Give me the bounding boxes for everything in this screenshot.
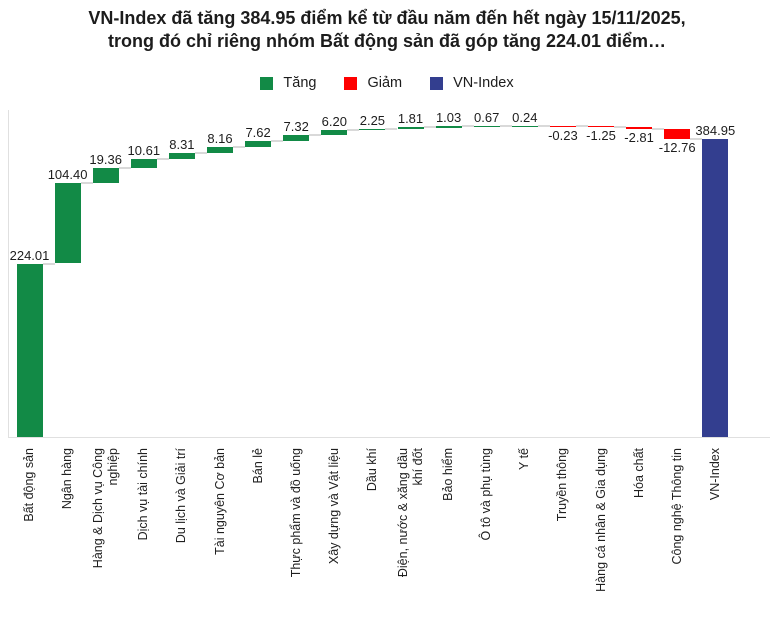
- x-axis-label: Ngân hàng: [60, 448, 75, 510]
- connector-line: [423, 126, 436, 129]
- legend-label: Giảm: [367, 75, 403, 91]
- waterfall-bar-Ngân hàng: [54, 182, 81, 264]
- waterfall-bar-Ô tô và phụ tùng: [473, 125, 500, 128]
- green-square-swatch: [260, 76, 274, 90]
- connector-line: [652, 127, 665, 130]
- connector-line: [42, 262, 55, 265]
- navy-square-swatch: [430, 76, 444, 90]
- waterfall-bar-Dịch vụ tài chính: [130, 159, 157, 168]
- x-axis-label: Du lịch và Giải trí: [174, 448, 189, 544]
- connector-line: [614, 125, 627, 128]
- x-axis-label: Bảo hiểm: [441, 448, 456, 501]
- connector-line: [537, 124, 550, 127]
- waterfall-bar-Xây dựng và Vật liệu: [321, 130, 348, 136]
- legend-label: Tăng: [283, 75, 317, 91]
- bar-value-label: 10.61: [127, 143, 161, 159]
- chart-title: VN-Index đã tăng 384.95 điểm kể từ đầu n…: [0, 7, 774, 53]
- bar-value-label: 384.95: [695, 122, 736, 138]
- x-axis-line: [8, 437, 770, 438]
- connector-line: [233, 145, 246, 148]
- waterfall-bar-Du lịch và Giải trí: [168, 152, 195, 160]
- x-axis-label: Dịch vụ tài chính: [136, 448, 151, 541]
- connector-line: [194, 151, 207, 154]
- legend-item-1: Giảm: [344, 75, 402, 91]
- x-axis-label: Tài nguyên Cơ bản: [212, 448, 227, 555]
- x-axis-label: Điện, nước & xăng dầu: [395, 448, 410, 578]
- x-axis-label: Bất động sản: [22, 448, 36, 522]
- connector-line: [499, 124, 512, 127]
- bar-value-label: 8.31: [169, 136, 195, 152]
- x-axis-label: Thực phẩm và đồ uống: [288, 448, 303, 578]
- connector-line: [118, 166, 131, 169]
- chart-legend: Tăng Giảm VN-Index: [0, 75, 774, 91]
- waterfall-bar-Tài nguyên Cơ bản: [207, 146, 233, 153]
- bar-value-label: -12.76: [658, 139, 696, 155]
- x-axis-label: Bán lẻ: [250, 448, 265, 484]
- bar-value-label: 224.01: [9, 247, 50, 263]
- bar-value-label: 7.62: [245, 124, 271, 140]
- bar-value-label: -2.81: [624, 129, 654, 145]
- bar-value-label: 1.81: [397, 111, 424, 127]
- x-axis-label: nghiệp: [105, 448, 120, 486]
- connector-line: [347, 129, 360, 132]
- waterfall-bar-Bán lẻ: [245, 140, 272, 147]
- red-square-swatch: [344, 76, 358, 90]
- bar-value-label: 7.32: [283, 119, 309, 135]
- waterfall-bar-Điện, nước & xăng dầu khí đốt: [397, 127, 424, 129]
- x-axis-label: khí đốt: [410, 448, 425, 486]
- waterfall-bar-Hóa chất: [626, 126, 653, 129]
- waterfall-bar-VN-Index: [702, 138, 729, 437]
- bar-value-label: 19.36: [89, 151, 122, 167]
- x-axis-label: Xây dựng và Vật liệu: [326, 448, 341, 565]
- x-axis-label: Dầu khí: [364, 448, 379, 492]
- waterfall-bar-Hàng & Dịch vụ Công nghiệp: [92, 167, 119, 183]
- y-axis-line: [8, 110, 9, 437]
- legend-label: VN-Index: [453, 75, 514, 91]
- bar-value-label: 0.67: [474, 109, 500, 125]
- bar-value-label: -0.23: [548, 128, 578, 144]
- connector-line: [385, 127, 398, 130]
- waterfall-bar-Công nghệ Thông tin: [664, 128, 691, 139]
- waterfall-bar-Y tế: [511, 125, 538, 128]
- waterfall-bar-Bảo hiểm: [435, 126, 462, 128]
- bar-value-label: 0.24: [512, 109, 538, 125]
- chart-title-line-1: VN-Index đã tăng 384.95 điểm kể từ đầu n…: [88, 8, 686, 28]
- bar-value-label: 6.20: [321, 114, 347, 130]
- chart-title-line-2: trong đó chỉ riêng nhóm Bất động sản đã …: [107, 31, 667, 51]
- x-axis-label: Hàng & Dịch vụ Công: [90, 448, 105, 569]
- waterfall-bar-Thực phẩm và đồ uống: [283, 135, 310, 141]
- connector-line: [575, 124, 588, 127]
- bar-value-label: 8.16: [207, 130, 233, 146]
- connector-line: [156, 158, 169, 161]
- x-axis-label: Hàng cá nhân & Gia dụng: [593, 448, 608, 592]
- bar-value-label: 2.25: [359, 112, 386, 128]
- connector-line: [309, 134, 322, 137]
- x-axis-label: Ô tô và phụ tùng: [479, 448, 494, 541]
- bar-value-label: -1.25: [586, 128, 616, 144]
- connector-line: [80, 181, 93, 184]
- waterfall-bar-Hàng cá nhân & Gia dụng: [588, 125, 614, 128]
- waterfall-bar-Bất động sản: [16, 263, 43, 437]
- bar-value-label: 1.03: [435, 110, 462, 126]
- x-axis-label: VN-Index: [707, 448, 722, 501]
- x-axis-label: Hóa chất: [631, 448, 646, 499]
- legend-item-2: VN-Index: [430, 75, 514, 91]
- legend-item-0: Tăng: [260, 75, 316, 91]
- x-axis-label: Công nghệ Thông tin: [669, 448, 684, 565]
- waterfall-bar-Dầu khí: [359, 128, 386, 131]
- bar-value-label: 104.40: [47, 166, 88, 182]
- connector-line: [461, 125, 474, 128]
- x-axis-label: Y tế: [517, 448, 532, 471]
- waterfall-bar-Truyền thông: [549, 125, 576, 128]
- x-axis-label: Truyền thông: [555, 448, 570, 522]
- connector-line: [271, 139, 284, 142]
- connector-line: [690, 137, 703, 140]
